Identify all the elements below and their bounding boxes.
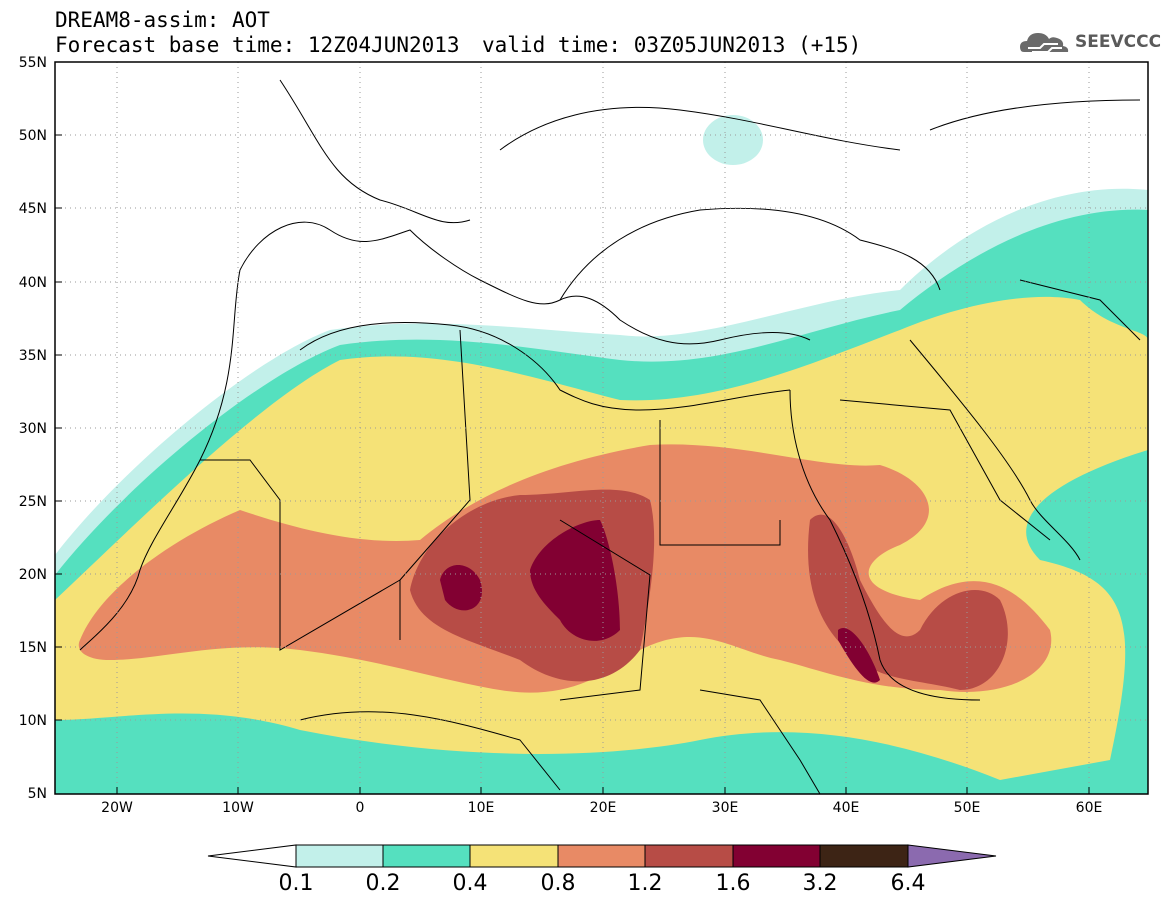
colorbar-label: 0.2 [365, 871, 401, 896]
colorbar-label: 3.2 [802, 871, 838, 896]
coastlines [79, 79, 1141, 794]
colorbar-label: 6.4 [890, 871, 926, 896]
colorbar-label: 1.6 [715, 871, 751, 896]
colorbar-label: 1.2 [627, 871, 663, 896]
logo-text: SEEVCCC [1075, 32, 1162, 52]
lat-label: 15N [18, 640, 47, 656]
lon-label: 20W [101, 800, 133, 816]
forecast-base-time: Forecast base time: 12Z04JUN2013 [55, 33, 460, 57]
lon-label: 30E [711, 800, 739, 816]
seevccc-logo: SEEVCCC [1018, 28, 1162, 58]
lat-label: 10N [18, 713, 47, 729]
map-title: DREAM8-assim: AOT [55, 8, 270, 32]
lon-label: 10E [467, 800, 495, 816]
lat-label: 45N [18, 201, 47, 217]
lat-label: 50N [18, 128, 47, 144]
lon-label: 60E [1075, 800, 1103, 816]
lon-label: 0 [355, 800, 365, 816]
valid-time: valid time: 03Z05JUN2013 (+15) [482, 33, 862, 57]
aot-band-1.6-east [838, 628, 880, 683]
aot-patch-0.1-north [703, 115, 763, 165]
cloud-logo-icon [1020, 33, 1069, 53]
graticule [55, 62, 1148, 794]
lon-label: 40E [832, 800, 860, 816]
lon-label: 10W [222, 800, 254, 816]
axis-ticks [55, 61, 1090, 794]
lat-label: 25N [18, 494, 47, 510]
colorbar-label: 0.1 [278, 871, 314, 896]
lat-label: 30N [18, 421, 47, 437]
lat-label: 35N [18, 348, 47, 364]
colorbar-label: 0.4 [452, 871, 488, 896]
lat-label: 55N [18, 55, 47, 71]
lat-label: 40N [18, 275, 47, 291]
lon-label: 50E [953, 800, 981, 816]
aot-band-1.6 [440, 520, 620, 641]
lon-label: 20E [589, 800, 617, 816]
colorbar-label: 0.8 [540, 871, 576, 896]
lat-label: 5N [27, 786, 47, 802]
lat-label: 20N [18, 567, 47, 583]
